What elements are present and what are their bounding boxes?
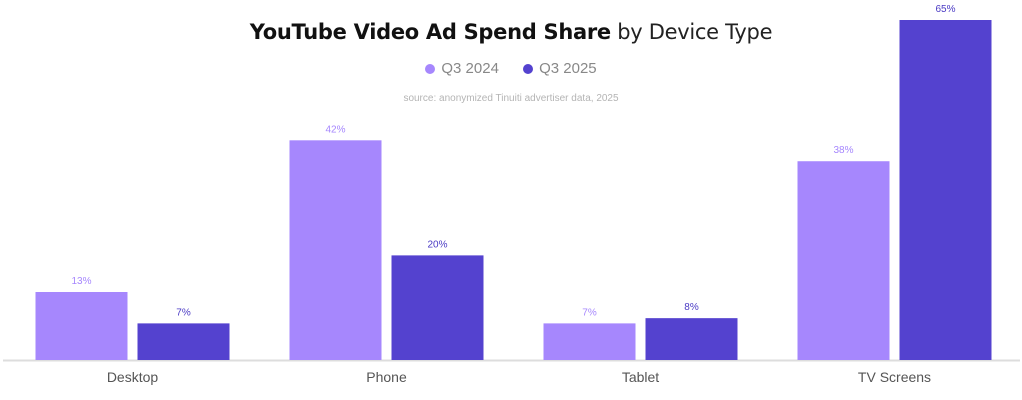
- data-label: 38%: [833, 145, 853, 156]
- x-tick-label: TV Screens: [858, 369, 931, 385]
- bar-tv-screens-q3-2024[interactable]: [797, 161, 890, 360]
- source-note: source: anonymized Tinuiti advertiser da…: [403, 93, 619, 104]
- bar-phone-q3-2025[interactable]: [391, 255, 484, 360]
- data-label: 42%: [325, 124, 345, 135]
- chart-title-light: by Device Type: [617, 20, 773, 44]
- chart-title-bold: YouTube Video Ad Spend Share: [249, 20, 611, 44]
- bar-tablet-q3-2025[interactable]: [645, 318, 738, 360]
- x-tick-label: Phone: [366, 369, 407, 385]
- chart-title: YouTube Video Ad Spend Share by Device T…: [0, 20, 1022, 44]
- bar-phone-q3-2024[interactable]: [289, 140, 382, 360]
- bar-tv-screens-q3-2025[interactable]: [899, 20, 992, 360]
- legend-item-q3-2025[interactable]: Q3 2025: [523, 60, 597, 77]
- x-tick-label: Desktop: [107, 369, 159, 385]
- legend-label: Q3 2024: [441, 60, 499, 77]
- bar-tablet-q3-2024[interactable]: [543, 323, 636, 360]
- legend-dot-icon: [523, 63, 534, 74]
- legend-item-q3-2024[interactable]: Q3 2024: [425, 60, 499, 77]
- data-label: 20%: [427, 239, 447, 250]
- data-label: 7%: [176, 307, 191, 318]
- legend-label: Q3 2025: [539, 60, 597, 77]
- data-label: 65%: [935, 4, 955, 15]
- legend-dot-icon: [425, 63, 436, 74]
- x-tick-label: Tablet: [622, 369, 659, 385]
- bar-desktop-q3-2025[interactable]: [137, 323, 230, 360]
- legend: Q3 2024 Q3 2025: [0, 60, 1022, 78]
- bar-desktop-q3-2024[interactable]: [35, 292, 128, 360]
- data-label: 13%: [71, 276, 91, 287]
- data-label: 7%: [582, 307, 597, 318]
- data-label: 8%: [684, 302, 699, 313]
